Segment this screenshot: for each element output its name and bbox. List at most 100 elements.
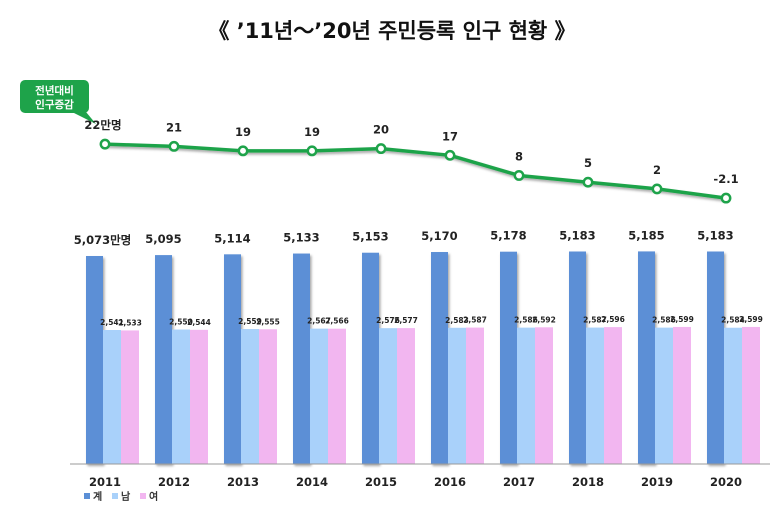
bar-male-2016	[448, 327, 466, 464]
bar-total-2017	[500, 251, 517, 464]
bar-female-label-2017: 2,592	[532, 315, 556, 324]
line-series-path	[104, 142, 727, 200]
bar-female-2019	[673, 326, 691, 464]
line-point-2015	[375, 143, 387, 155]
bar-total-label-2017: 5,178	[490, 229, 526, 243]
bar-male-2013	[241, 329, 259, 464]
line-label-2020: -2.1	[713, 172, 738, 186]
line-point-2012	[168, 140, 180, 152]
bar-female-label-2019: 2,599	[670, 315, 694, 324]
x-tick-label-2016: 2016	[434, 475, 466, 489]
bar-male-label-2016: 2,583	[445, 316, 469, 325]
chart-title: 《 ’11년～’20년 주민등록 인구 현황 》	[208, 19, 575, 43]
line-point-2016	[444, 149, 456, 161]
x-tick-label-2014: 2014	[296, 475, 328, 489]
bar-female-2012	[190, 329, 208, 464]
x-tick-label-2020: 2020	[710, 475, 742, 489]
bar-male-2014	[310, 328, 328, 464]
bar-total-label-2019: 5,185	[628, 228, 664, 242]
bar-male-label-2019: 2,586	[652, 316, 676, 325]
legend-label-3: 여	[149, 490, 158, 503]
bar-total-2014	[293, 253, 310, 464]
line-label-2011: 22만명	[84, 118, 121, 132]
bar-total-label-2020: 5,183	[697, 228, 733, 242]
line-point-2014	[306, 145, 318, 157]
legend-label-1: 계	[93, 490, 102, 503]
legend-label-2: 남	[121, 490, 131, 503]
bar-male-2015	[379, 328, 397, 464]
bar-female-label-2016: 2,587	[463, 316, 487, 325]
line-point-2017	[513, 170, 525, 181]
bar-female-label-2020: 2,599	[739, 315, 763, 324]
bar-female-label-2018: 2,596	[601, 315, 625, 324]
bar-female-label-2015: 2,577	[394, 316, 418, 325]
line-label-2013: 19	[235, 125, 251, 139]
bar-male-2017	[517, 327, 535, 464]
bar-female-2011	[121, 330, 139, 464]
bar-male-label-2018: 2,587	[583, 316, 607, 325]
bar-total-2019	[638, 251, 655, 464]
line-point-2018	[582, 176, 594, 188]
x-tick-label-2013: 2013	[227, 475, 259, 489]
badge-box	[20, 80, 89, 113]
bar-female-2015	[397, 328, 415, 464]
bar-total-2018	[569, 251, 586, 464]
bar-female-label-2011: 2,533	[118, 318, 142, 327]
x-tick-label-2017: 2017	[503, 475, 535, 489]
bar-total-label-2011: 5,073만명	[74, 233, 132, 247]
bar-total-2015	[362, 252, 379, 464]
x-tick-label-2015: 2015	[365, 475, 397, 489]
bar-male-label-2013: 2,559	[238, 317, 262, 326]
bar-total-2012	[155, 255, 172, 464]
bar-total-label-2012: 5,095	[145, 232, 181, 246]
x-tick-label-2011: 2011	[89, 475, 121, 489]
bar-female-2020	[742, 326, 760, 464]
bar-female-label-2013: 2,555	[256, 317, 280, 326]
bar-male-2019	[655, 327, 673, 464]
bar-total-2011	[86, 256, 103, 464]
line-series-badge: 전년대비 인구증감	[20, 80, 96, 124]
bar-total-2016	[431, 252, 448, 464]
bar-male-label-2011: 2,541	[100, 318, 124, 327]
bar-female-label-2014: 2,566	[325, 317, 349, 326]
bar-male-label-2017: 2,586	[514, 316, 538, 325]
badge-line1: 전년대비	[35, 84, 74, 97]
line-label-2015: 20	[373, 123, 389, 137]
bar-male-2011	[103, 330, 121, 464]
line-point-2013	[237, 145, 249, 157]
line-label-2016: 17	[442, 129, 458, 143]
bar-total-label-2013: 5,114	[214, 231, 250, 245]
line-label-2019: 2	[653, 163, 661, 177]
bar-male-label-2012: 2,550	[169, 318, 193, 327]
bar-female-label-2012: 2,544	[187, 318, 211, 327]
legend-swatch-3	[140, 493, 146, 499]
bar-male-label-2014: 2,567	[307, 317, 331, 326]
badge-pointer	[72, 112, 96, 124]
x-tick-label-2018: 2018	[572, 475, 604, 489]
bar-male-label-2020: 2,584	[721, 316, 745, 325]
bar-male-2012	[172, 329, 190, 464]
bar-total-label-2018: 5,183	[559, 228, 595, 242]
bar-female-2016	[466, 327, 484, 464]
bar-total-label-2014: 5,133	[283, 231, 319, 245]
bar-total-label-2016: 5,170	[421, 229, 457, 243]
line-label-2014: 19	[304, 125, 320, 139]
bar-male-2018	[586, 327, 604, 464]
bar-male-label-2015: 2,576	[376, 316, 400, 325]
x-tick-label-2012: 2012	[158, 475, 190, 489]
bar-total-2013	[224, 254, 241, 464]
bar-male-2020	[724, 327, 742, 464]
bar-total-label-2015: 5,153	[352, 230, 388, 244]
line-point-2020	[720, 192, 732, 204]
legend-swatch-1	[84, 493, 90, 499]
legend-swatch-2	[112, 493, 118, 499]
bar-total-2020	[707, 251, 724, 464]
line-label-2017: 8	[515, 149, 523, 163]
bar-female-2018	[604, 327, 622, 464]
x-tick-label-2019: 2019	[641, 475, 673, 489]
line-point-2019	[651, 183, 663, 195]
line-point-2011	[99, 138, 111, 150]
bar-female-2017	[535, 327, 553, 464]
line-label-2012: 21	[166, 120, 182, 134]
